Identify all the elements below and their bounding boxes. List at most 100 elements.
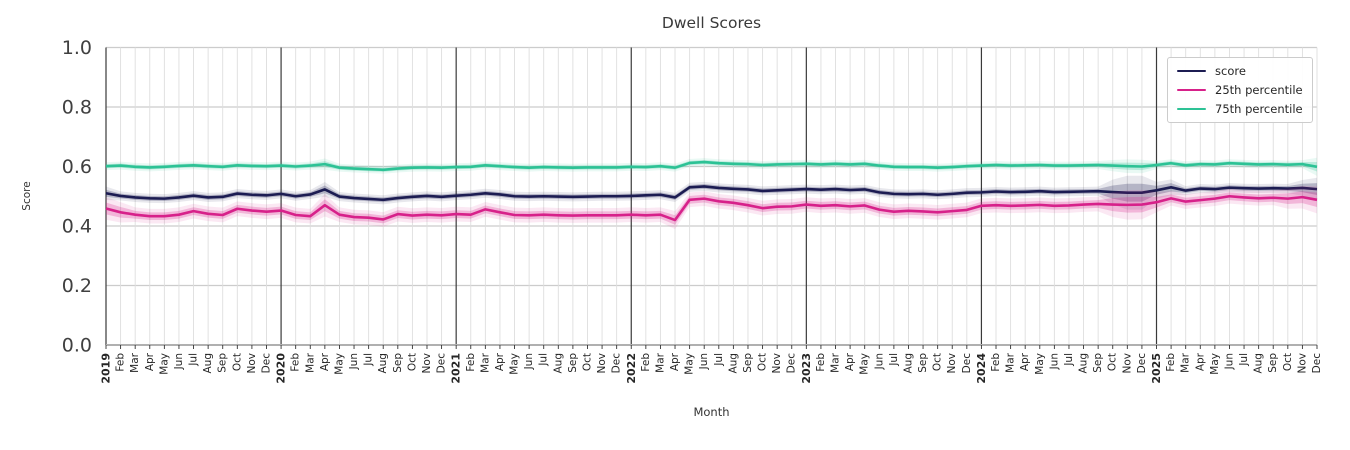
svg-text:Oct: Oct	[1282, 353, 1294, 371]
svg-text:Dec: Dec	[436, 353, 448, 374]
svg-text:Oct: Oct	[1107, 353, 1119, 371]
svg-text:Apr: Apr	[669, 352, 681, 371]
legend-item-75th-percentile: 75th percentile	[1177, 101, 1303, 117]
legend-label: score	[1215, 64, 1246, 78]
svg-text:Oct: Oct	[581, 353, 593, 371]
svg-text:2021: 2021	[450, 353, 463, 384]
y-axis-label: Score	[21, 181, 33, 211]
legend-label: 25th percentile	[1215, 83, 1303, 97]
svg-text:Aug: Aug	[377, 353, 389, 374]
svg-text:Jun: Jun	[698, 353, 710, 370]
svg-text:Sep: Sep	[217, 353, 229, 373]
svg-text:2020: 2020	[275, 353, 288, 384]
svg-text:Jul: Jul	[713, 353, 725, 367]
svg-text:Apr: Apr	[494, 352, 506, 371]
svg-text:Jul: Jul	[888, 353, 900, 367]
svg-text:0.8: 0.8	[62, 97, 92, 119]
svg-text:Feb: Feb	[115, 353, 127, 372]
svg-text:May: May	[859, 353, 871, 375]
svg-text:Aug: Aug	[902, 353, 914, 374]
svg-text:May: May	[1209, 353, 1221, 375]
svg-text:Oct: Oct	[932, 353, 944, 371]
svg-text:Mar: Mar	[1005, 352, 1017, 372]
svg-text:2025: 2025	[1150, 353, 1163, 384]
svg-text:Dec: Dec	[611, 353, 623, 374]
svg-text:Sep: Sep	[392, 353, 404, 373]
svg-text:0.0: 0.0	[62, 335, 92, 357]
score-line-swatch	[1177, 69, 1206, 73]
svg-text:Sep: Sep	[1267, 353, 1279, 373]
svg-text:2019: 2019	[100, 353, 113, 384]
svg-text:Jul: Jul	[363, 353, 375, 367]
svg-text:Sep: Sep	[917, 353, 929, 373]
svg-text:Apr: Apr	[844, 352, 856, 371]
svg-text:Mar: Mar	[1180, 352, 1192, 372]
svg-text:Oct: Oct	[231, 353, 243, 371]
svg-text:Mar: Mar	[129, 352, 141, 372]
svg-text:1.0: 1.0	[62, 37, 92, 59]
svg-text:Jun: Jun	[348, 353, 360, 370]
svg-text:Apr: Apr	[319, 352, 331, 371]
svg-text:Jun: Jun	[523, 353, 535, 370]
svg-text:0.6: 0.6	[62, 156, 92, 178]
svg-text:Feb: Feb	[640, 353, 652, 372]
svg-text:May: May	[158, 353, 170, 375]
legend-label: 75th percentile	[1215, 102, 1303, 116]
svg-text:Dec: Dec	[1311, 353, 1323, 374]
svg-text:2024: 2024	[975, 353, 988, 384]
svg-text:Sep: Sep	[742, 353, 754, 373]
svg-text:2023: 2023	[800, 353, 813, 384]
svg-text:0.4: 0.4	[62, 216, 92, 238]
svg-text:Nov: Nov	[1121, 353, 1133, 374]
svg-text:Feb: Feb	[290, 353, 302, 372]
svg-text:Nov: Nov	[771, 353, 783, 374]
svg-text:Aug: Aug	[727, 353, 739, 374]
svg-text:May: May	[1034, 353, 1046, 375]
svg-text:Dec: Dec	[786, 353, 798, 374]
svg-text:Aug: Aug	[1078, 353, 1090, 374]
svg-text:Jul: Jul	[538, 353, 550, 367]
svg-text:Jun: Jun	[1223, 353, 1235, 370]
svg-text:Jul: Jul	[188, 353, 200, 367]
svg-text:Nov: Nov	[1296, 353, 1308, 374]
svg-text:Nov: Nov	[946, 353, 958, 374]
chart-title: Dwell Scores	[661, 14, 762, 32]
svg-text:Feb: Feb	[990, 353, 1002, 372]
svg-text:Apr: Apr	[1194, 352, 1206, 371]
legend-item-score: score	[1177, 63, 1303, 79]
svg-text:May: May	[333, 353, 345, 375]
svg-text:Apr: Apr	[144, 352, 156, 371]
svg-text:Apr: Apr	[1019, 352, 1031, 371]
svg-text:Aug: Aug	[1253, 353, 1265, 374]
svg-text:Nov: Nov	[421, 353, 433, 374]
75th-percentile-line-swatch	[1177, 107, 1206, 111]
x-axis-label: Month	[693, 405, 730, 419]
svg-text:May: May	[684, 353, 696, 375]
svg-text:Dec: Dec	[260, 353, 272, 374]
svg-text:May: May	[509, 353, 521, 375]
svg-text:Jun: Jun	[1048, 353, 1060, 370]
svg-text:Sep: Sep	[1092, 353, 1104, 373]
svg-text:Jun: Jun	[873, 353, 885, 370]
svg-text:Mar: Mar	[654, 352, 666, 372]
legend-item-25th-percentile: 25th percentile	[1177, 82, 1303, 98]
svg-text:2022: 2022	[625, 353, 638, 384]
svg-text:Mar: Mar	[479, 352, 491, 372]
svg-text:Mar: Mar	[830, 352, 842, 372]
svg-text:Dec: Dec	[961, 353, 973, 374]
svg-text:Oct: Oct	[406, 353, 418, 371]
svg-text:Sep: Sep	[567, 353, 579, 373]
25th-percentile-line-swatch	[1177, 88, 1206, 92]
svg-text:Aug: Aug	[202, 353, 214, 374]
svg-text:Feb: Feb	[1165, 353, 1177, 372]
svg-text:Dec: Dec	[1136, 353, 1148, 374]
svg-text:Jun: Jun	[173, 353, 185, 370]
svg-text:Jul: Jul	[1063, 353, 1075, 367]
svg-text:Jul: Jul	[1238, 353, 1250, 367]
chart-legend: score 25th percentile 75th percentile	[1167, 57, 1313, 123]
svg-text:Feb: Feb	[465, 353, 477, 372]
svg-text:0.2: 0.2	[62, 275, 92, 297]
svg-text:Nov: Nov	[596, 353, 608, 374]
